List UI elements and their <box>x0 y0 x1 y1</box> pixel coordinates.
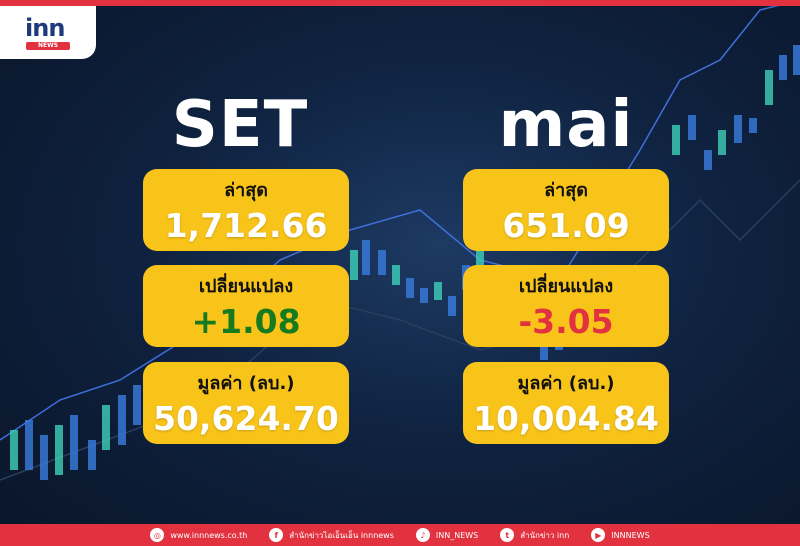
candle <box>55 425 63 475</box>
candle <box>88 440 96 470</box>
mai-latest-value: 651.09 <box>502 206 630 245</box>
candle <box>378 250 386 275</box>
candle <box>765 70 773 105</box>
candle <box>540 340 548 360</box>
candle <box>434 282 442 300</box>
mai-change-card: เปลี่ยนแปลง -3.05 <box>463 265 669 347</box>
mai-value-card: มูลค่า (ลบ.) 10,004.84 <box>463 362 669 444</box>
candle <box>25 420 33 470</box>
set-change-card: เปลี่ยนแปลง +1.08 <box>143 265 349 347</box>
candle <box>749 118 757 133</box>
candle <box>133 385 141 425</box>
candle <box>406 278 414 298</box>
candle <box>350 250 358 280</box>
set-title: SET <box>171 88 309 162</box>
set-latest-card: ล่าสุด 1,712.66 <box>143 169 349 251</box>
footer-bar: ◎ www.innnews.co.th f สำนักข่าวไอเอ็นเอ็น … <box>0 524 800 546</box>
candle <box>392 265 400 285</box>
candle <box>118 395 126 445</box>
candle <box>793 45 800 75</box>
mai-change-value: -3.05 <box>518 302 614 341</box>
candle <box>70 415 78 470</box>
footer-tiktok[interactable]: ♪ INN_NEWS <box>415 528 478 542</box>
candle <box>40 435 48 480</box>
set-trade-value: 50,624.70 <box>153 399 339 438</box>
facebook-icon: f <box>269 528 284 542</box>
youtube-icon: ▶ <box>591 528 606 542</box>
footer-twitter[interactable]: t สำนักข่าว inn <box>500 528 569 542</box>
candle <box>10 430 18 470</box>
footer-facebook[interactable]: f สำนักข่าวไอเอ็นเอ็น innnews <box>269 528 394 542</box>
candle <box>362 240 370 275</box>
twitter-icon: t <box>500 528 515 542</box>
tiktok-icon: ♪ <box>415 528 430 542</box>
candle <box>688 115 696 140</box>
candle <box>718 130 726 155</box>
footer-youtube[interactable]: ▶ INNNEWS <box>591 528 650 542</box>
set-latest-value: 1,712.66 <box>164 206 328 245</box>
candle <box>672 125 680 155</box>
candle <box>734 115 742 143</box>
mai-title: mai <box>498 88 634 162</box>
candle <box>102 405 110 450</box>
candle <box>704 150 712 170</box>
candle <box>420 288 428 303</box>
set-value-card: มูลค่า (ลบ.) 50,624.70 <box>143 362 349 444</box>
top-bar <box>0 0 800 6</box>
globe-icon: ◎ <box>150 528 165 542</box>
candle <box>448 296 456 316</box>
footer-website[interactable]: ◎ www.innnews.co.th <box>150 528 247 542</box>
mai-latest-card: ล่าสุด 651.09 <box>463 169 669 251</box>
set-change-value: +1.08 <box>191 302 301 341</box>
mai-trade-value: 10,004.84 <box>473 399 659 438</box>
inn-news-logo: inn NEWS <box>0 0 96 59</box>
candle <box>779 55 787 80</box>
